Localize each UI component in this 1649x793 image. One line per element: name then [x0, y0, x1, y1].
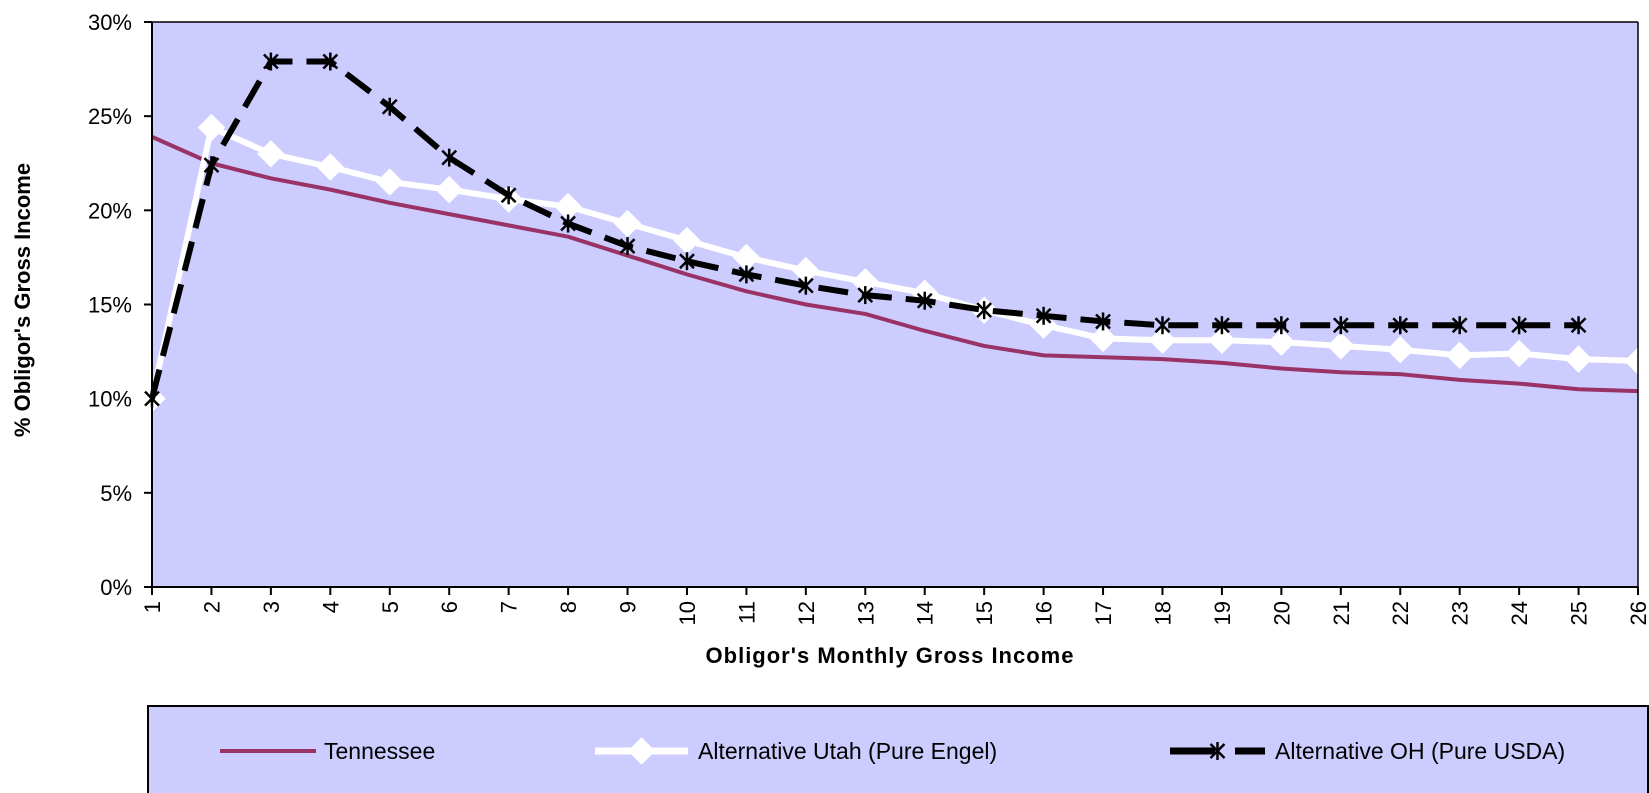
- y-axis-title: % Obligor's Gross Income: [10, 163, 35, 437]
- x-tick-label: 12: [794, 601, 819, 625]
- x-tick-label: 7: [497, 601, 522, 613]
- data-point: [1392, 316, 1409, 335]
- x-tick-label: 1: [140, 601, 165, 613]
- x-tick-label: 8: [556, 601, 581, 613]
- data-point: [500, 186, 517, 205]
- plot-area: [152, 22, 1638, 587]
- data-point: [197, 113, 226, 142]
- data-point: [435, 175, 463, 204]
- data-point: [316, 153, 345, 181]
- data-point: [322, 52, 339, 71]
- legend-label: Alternative OH (Pure USDA): [1275, 738, 1565, 764]
- data-point: [1386, 335, 1414, 364]
- data-point: [738, 265, 755, 284]
- data-point: [1035, 306, 1052, 325]
- data-point: [1214, 316, 1230, 335]
- data-point: [1148, 326, 1177, 354]
- series-layer: [138, 52, 1649, 413]
- x-tick-label: 19: [1210, 601, 1235, 625]
- data-point: [1208, 326, 1236, 354]
- data-point: [1154, 316, 1171, 335]
- data-point: [257, 140, 285, 168]
- y-tick-label: 0%: [100, 575, 132, 600]
- y-tick-label: 5%: [100, 481, 132, 506]
- x-tick-label: 16: [1032, 601, 1057, 625]
- x-tick-label: 22: [1388, 601, 1413, 625]
- data-point: [1095, 312, 1111, 331]
- x-tick-label: 11: [734, 601, 759, 624]
- x-tick-label: 18: [1150, 601, 1175, 625]
- y-tick-label: 30%: [88, 10, 132, 35]
- legend-marker: [1209, 742, 1226, 760]
- legend-item: Tennessee: [220, 738, 435, 764]
- legend-item: Alternative OH (Pure USDA): [1170, 738, 1565, 764]
- data-point: [679, 252, 695, 271]
- x-tick-label: 3: [259, 601, 284, 613]
- legend-label: Tennessee: [324, 738, 435, 764]
- y-tick-label: 15%: [88, 293, 132, 318]
- data-point: [560, 214, 576, 233]
- data-point: [441, 148, 458, 167]
- x-axis-title: Obligor's Monthly Gross Income: [706, 643, 1075, 668]
- x-tick-label: 13: [853, 601, 878, 625]
- x-tick-label: 20: [1269, 601, 1294, 625]
- x-tick-label: 5: [378, 601, 403, 613]
- data-point: [976, 301, 993, 320]
- data-point: [1570, 316, 1587, 335]
- x-tick-label: 21: [1329, 601, 1354, 625]
- series-0: [151, 135, 1639, 394]
- data-point: [1332, 316, 1349, 335]
- data-point: [203, 156, 220, 175]
- legend: Tennessee Alternative Utah (Pure Engel) Al…: [220, 737, 1565, 765]
- series-2: [144, 52, 1587, 408]
- x-tick-label: 10: [675, 601, 700, 625]
- data-point: [1505, 339, 1533, 368]
- data-point: [797, 276, 814, 295]
- legend-label: Alternative Utah (Pure Engel): [698, 738, 997, 764]
- data-point: [857, 286, 874, 305]
- data-point: [916, 291, 933, 310]
- data-point: [1273, 316, 1290, 335]
- x-tick-label: 24: [1507, 601, 1532, 625]
- data-point: [1267, 328, 1296, 356]
- x-tick-label: 9: [616, 601, 641, 613]
- legend-item: Alternative Utah (Pure Engel): [595, 737, 997, 765]
- x-tick-label: 17: [1091, 601, 1116, 625]
- series-1: [138, 113, 1649, 413]
- legend-marker: [627, 737, 656, 765]
- x-tick-label: 6: [437, 601, 462, 613]
- x-tick-label: 26: [1626, 601, 1649, 625]
- y-tick-label: 20%: [88, 198, 132, 223]
- data-point: [1564, 345, 1593, 373]
- y-tick-label: 25%: [88, 104, 132, 129]
- series-line: [151, 135, 1639, 394]
- y-tick-label: 10%: [88, 387, 132, 412]
- x-tick-label: 15: [972, 601, 997, 625]
- x-tick-label: 2: [199, 601, 224, 613]
- data-point: [376, 168, 404, 196]
- data-point: [381, 97, 398, 116]
- data-point: [1451, 316, 1468, 335]
- legend-box: [147, 705, 1649, 793]
- data-point: [619, 237, 636, 256]
- x-tick-label: 23: [1448, 601, 1473, 625]
- x-tick-label: 4: [318, 601, 343, 613]
- x-tick-label: 25: [1567, 601, 1592, 625]
- data-point: [1089, 324, 1117, 353]
- data-point: [1511, 316, 1528, 335]
- x-tick-label: 14: [913, 601, 938, 625]
- data-point: [1445, 341, 1474, 370]
- data-point: [262, 52, 279, 71]
- data-point: [613, 209, 642, 238]
- data-point: [1327, 332, 1355, 360]
- x-axis-ticks: 1 2 3 4 5 6 7 8 9 10 11 12 13 14 15 16 17 18 19 20 21 22 23 24 2…: [140, 587, 1649, 625]
- y-axis-ticks: 0% 5% 10% 15% 20% 25% 30%: [88, 10, 152, 600]
